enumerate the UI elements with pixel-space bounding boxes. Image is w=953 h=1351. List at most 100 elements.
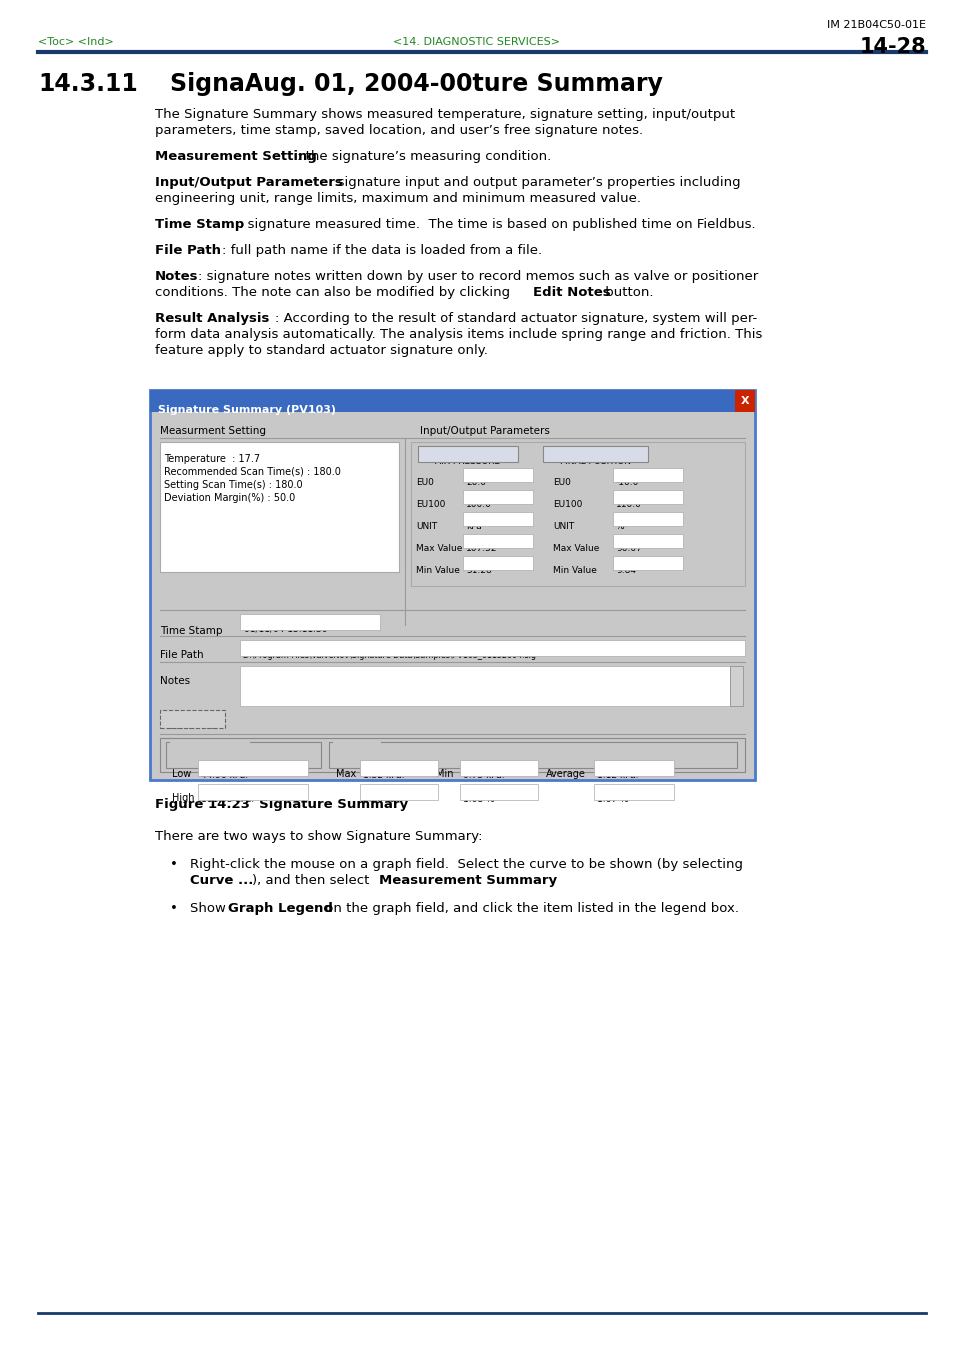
Text: Input/Output Parameters: Input/Output Parameters — [419, 426, 549, 436]
Text: The Signature Summary shows measured temperature, signature setting, input/outpu: The Signature Summary shows measured tem… — [154, 108, 735, 122]
Text: ▲: ▲ — [733, 667, 739, 674]
Text: UNIT: UNIT — [553, 521, 574, 531]
Text: Right-click the mouse on a graph field.  Select the curve to be shown (by select: Right-click the mouse on a graph field. … — [190, 858, 742, 871]
Bar — [170, 740, 250, 750]
Text: EU100: EU100 — [416, 500, 445, 509]
Text: Setting Scan Time(s) : 180.0: Setting Scan Time(s) : 180.0 — [164, 480, 302, 490]
Text: <14. DIAGNOSTIC SERVICES>: <14. DIAGNOSTIC SERVICES> — [393, 36, 560, 47]
Bar — [734, 390, 754, 412]
Bar — [594, 784, 673, 800]
Text: Input/Output Parameters: Input/Output Parameters — [154, 176, 342, 189]
Text: Average: Average — [545, 769, 585, 780]
Text: X: X — [740, 396, 748, 407]
Bar — [462, 467, 533, 482]
Text: engineering unit, range limits, maximum and minimum measured value.: engineering unit, range limits, maximum … — [154, 192, 640, 205]
Text: 9.84: 9.84 — [616, 566, 636, 576]
Bar — [198, 784, 308, 800]
Text: Max Value: Max Value — [416, 544, 462, 553]
Text: 1.12 kPa.: 1.12 kPa. — [597, 771, 638, 780]
Text: 0.73 kPa.: 0.73 kPa. — [462, 771, 504, 780]
Text: 1.08 %: 1.08 % — [462, 794, 494, 804]
Bar — [166, 742, 320, 767]
Text: %: % — [616, 521, 624, 531]
Text: on the graph field, and click the item listed in the legend box.: on the graph field, and click the item l… — [320, 902, 739, 915]
Text: 90.07: 90.07 — [616, 544, 641, 553]
Text: 14.3.11: 14.3.11 — [38, 72, 137, 96]
Text: Curve ...: Curve ... — [190, 874, 253, 888]
Bar — [613, 557, 682, 570]
Text: 110.0: 110.0 — [616, 500, 641, 509]
Bar — [462, 557, 533, 570]
Text: EU0: EU0 — [416, 478, 434, 486]
Text: EU100: EU100 — [553, 500, 581, 509]
Text: Min: Min — [436, 769, 453, 780]
Text: Min Value: Min Value — [553, 566, 597, 576]
Text: Edit Notes: Edit Notes — [533, 286, 610, 299]
Bar — [613, 467, 682, 482]
Text: •: • — [170, 902, 177, 915]
Text: UNIT: UNIT — [416, 521, 436, 531]
Text: Notes: Notes — [160, 676, 190, 686]
Text: Low: Low — [172, 769, 191, 780]
Bar — [160, 442, 398, 571]
Text: : full path name if the data is loaded from a file.: : full path name if the data is loaded f… — [222, 245, 541, 257]
Text: Deviation Margin(%) : 50.0: Deviation Margin(%) : 50.0 — [164, 493, 294, 503]
Text: Figure 14.23  Signature Summary: Figure 14.23 Signature Summary — [154, 798, 408, 811]
Text: : According to the result of standard actuator signature, system will per-: : According to the result of standard ac… — [274, 312, 757, 326]
Bar — [240, 640, 744, 657]
Bar — [240, 666, 729, 707]
Text: 14-28: 14-28 — [859, 36, 925, 57]
Text: Result Analysis: Result Analysis — [154, 312, 269, 326]
Text: IM 21B04C50-01E: IM 21B04C50-01E — [826, 20, 925, 30]
Text: High: High — [172, 793, 194, 802]
Text: button.: button. — [600, 286, 653, 299]
Bar — [417, 446, 517, 462]
Text: parameters, time stamp, saved location, and user’s free signature notes.: parameters, time stamp, saved location, … — [154, 124, 642, 136]
Text: 111.93 kPa.: 111.93 kPa. — [201, 794, 253, 804]
Text: Show: Show — [190, 902, 230, 915]
Text: 1.67 %: 1.67 % — [597, 794, 628, 804]
Text: 44.96 kPa.: 44.96 kPa. — [201, 771, 248, 780]
Bar — [150, 390, 754, 412]
Text: 2.26 %: 2.26 % — [363, 794, 394, 804]
Text: ), and then select: ), and then select — [252, 874, 374, 888]
Text: EditNotes: EditNotes — [169, 721, 215, 731]
Text: SignaAug. 01, 2004-00ture Summary: SignaAug. 01, 2004-00ture Summary — [170, 72, 662, 96]
Text: Friction: Friction — [334, 746, 367, 755]
Text: Time Stamp: Time Stamp — [160, 626, 222, 636]
Text: Signature Summary (PV103): Signature Summary (PV103) — [158, 405, 335, 415]
Bar — [160, 738, 744, 771]
Text: D:\Program Files\ValveNov\Signature Data\Samples\PV103_01132004.sig: D:\Program Files\ValveNov\Signature Data… — [243, 651, 536, 661]
Text: : signature input and output parameter’s properties including: : signature input and output parameter’s… — [329, 176, 740, 189]
Text: conditions. The note can also be modified by clicking: conditions. The note can also be modifie… — [154, 286, 514, 299]
Bar — [462, 490, 533, 504]
Bar — [462, 534, 533, 549]
Text: Graph Legend: Graph Legend — [228, 902, 333, 915]
Text: 107.52: 107.52 — [465, 544, 497, 553]
Text: EU0: EU0 — [553, 478, 570, 486]
Text: : signature notes written down by user to record memos such as valve or position: : signature notes written down by user t… — [198, 270, 758, 282]
Text: : signature measured time.  The time is based on published time on Fieldbus.: : signature measured time. The time is b… — [239, 218, 755, 231]
Text: -10.0: -10.0 — [616, 478, 639, 486]
Bar — [613, 512, 682, 526]
Text: ▼: ▼ — [733, 698, 739, 704]
Bar — [542, 446, 647, 462]
Text: : the signature’s measuring condition.: : the signature’s measuring condition. — [296, 150, 551, 163]
Text: File Path: File Path — [160, 650, 203, 661]
Bar — [198, 761, 308, 775]
Text: Max Value: Max Value — [553, 544, 598, 553]
Bar — [240, 613, 379, 630]
Text: •: • — [170, 858, 177, 871]
Text: 1.52 kPa.: 1.52 kPa. — [363, 771, 404, 780]
Bar — [411, 442, 744, 586]
Text: Measurement Setting: Measurement Setting — [154, 150, 316, 163]
Bar — [594, 761, 673, 775]
Text: kPa: kPa — [465, 521, 481, 531]
Text: AIR PRESSURE: AIR PRESSURE — [435, 457, 500, 466]
Text: There are two ways to show Signature Summary:: There are two ways to show Signature Sum… — [154, 830, 482, 843]
Bar — [729, 666, 742, 707]
Text: Spring Range: Spring Range — [171, 746, 232, 755]
Text: 01/11/04 15:11:30: 01/11/04 15:11:30 — [244, 626, 327, 634]
Bar — [329, 742, 737, 767]
Text: Temperature  : 17.7: Temperature : 17.7 — [164, 454, 260, 463]
